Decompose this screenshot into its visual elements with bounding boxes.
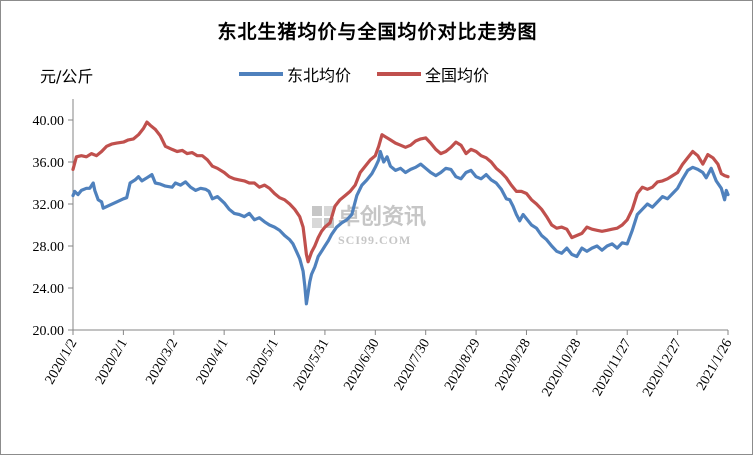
x-tick-label: 2020/12/27 — [640, 337, 685, 400]
legend-label-national: 全国均价 — [425, 66, 490, 85]
axes: 20.00 24.00 28.00 32.00 36.00 40.00 2020/1/2 20… — [33, 99, 735, 400]
x-tick-label: 2020/9/28 — [493, 337, 534, 394]
series-group — [71, 120, 730, 306]
series-line-0 — [71, 149, 730, 306]
legend-swatch-northeast — [239, 72, 283, 76]
x-tick-label: 2020/5/1 — [244, 337, 282, 388]
x-tick-label: 2020/6/30 — [341, 337, 382, 394]
x-tick-label: 2020/1/2 — [43, 337, 81, 388]
x-tick-label: 2020/2/1 — [93, 337, 131, 388]
x-tick-label: 2020/8/29 — [442, 336, 483, 393]
x-tick-label: 2020/7/30 — [392, 337, 433, 394]
legend-item-northeast: 东北均价 — [239, 62, 351, 86]
y-tick-label: 40.00 — [33, 114, 65, 129]
legend-item-national: 全国均价 — [377, 62, 489, 86]
x-tick-label: 2020/5/31 — [291, 337, 332, 394]
chart-title: 东北生猪均价与全国均价对比走势图 — [217, 21, 538, 43]
y-tick-label: 28.00 — [33, 240, 65, 255]
watermark-site: SCI99.COM — [338, 233, 411, 247]
x-tick-label: 2020/4/1 — [194, 337, 232, 388]
legend-label-northeast: 东北均价 — [287, 66, 352, 85]
x-tick-label: 2020/3/2 — [143, 337, 181, 388]
y-tick-label: 20.00 — [33, 324, 65, 339]
x-tick-label: 2021/1/26 — [694, 337, 735, 394]
x-tick-label: 2020/10/28 — [539, 337, 584, 400]
y-tick-label: 24.00 — [33, 282, 65, 297]
y-axis-unit: 元/公斤 — [40, 67, 94, 86]
series-line-1 — [71, 120, 730, 264]
y-tick-label: 36.00 — [33, 156, 65, 171]
y-tick-label: 32.00 — [33, 198, 65, 213]
watermark: 卓创资讯 SCI99.COM — [312, 204, 426, 247]
x-tick-label: 2020/11/27 — [590, 337, 635, 399]
legend-swatch-national — [377, 72, 422, 76]
chart-legend: 东北均价 全国均价 — [239, 62, 515, 86]
